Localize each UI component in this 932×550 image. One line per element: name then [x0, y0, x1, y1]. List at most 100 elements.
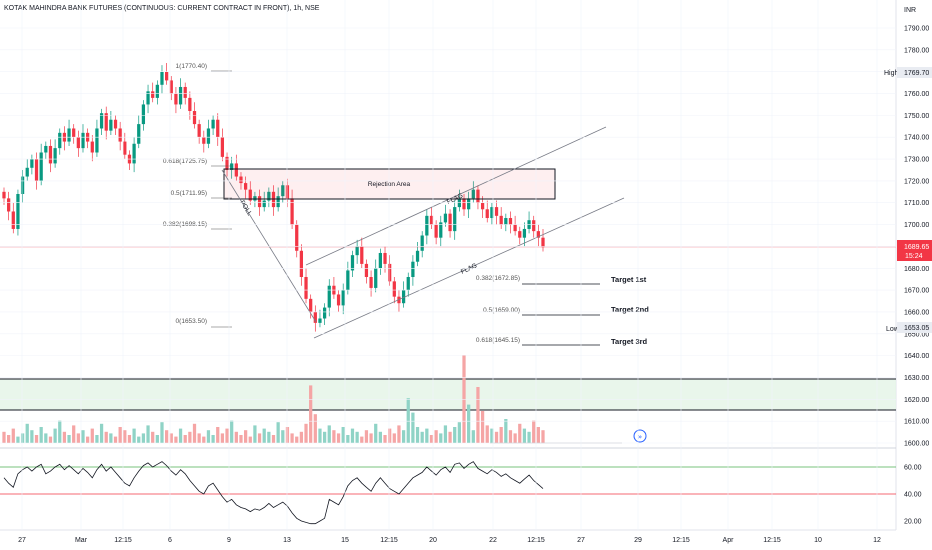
volume-bar [183, 435, 187, 443]
time-axis-ticks: 27 Mar 12:15 6 9 13 15 12:15 20 22 12:15 27 29 12:15 A… [18, 0, 881, 544]
price-tick-label: 1600.00 [904, 441, 929, 448]
rsi-axis-ticks: 60.00 40.00 20.00 [904, 465, 922, 526]
candle-body [34, 159, 39, 181]
time-tick-label: 15 [341, 537, 349, 544]
price-axis-ticks: 1790.001780.001770.001760.001750.001740.… [0, 26, 929, 448]
volume-bar [364, 430, 369, 443]
candle-body [262, 200, 266, 208]
fib-retracement: 1(1770.40) 0.618(1725.75) 0.5(1711.95) 0… [163, 63, 232, 328]
volume-bar [281, 430, 285, 443]
candle-body [490, 207, 494, 219]
price-tick-label: 1780.00 [904, 47, 929, 54]
rsi-line [3, 461, 544, 525]
candle-body [383, 252, 387, 264]
time-tick-label: 12:15 [380, 537, 398, 544]
svg-text:»: » [638, 433, 642, 441]
last-price-countdown: 15:24 [905, 253, 923, 260]
volume-bar [313, 414, 317, 443]
candle-body [453, 207, 457, 232]
price-tick-label: 1760.00 [904, 91, 929, 98]
high-value: 1769.70 [904, 70, 929, 77]
time-tick-label: 12 [873, 537, 881, 544]
volume-bar [67, 435, 71, 443]
volume-bar [7, 435, 11, 443]
price-tick-label: 1640.00 [904, 353, 929, 360]
volume-bar [206, 430, 211, 443]
candle-body [192, 111, 197, 125]
volume-bar [504, 419, 508, 443]
volume-bar [243, 430, 248, 443]
candle-body [309, 298, 313, 312]
volume-bar [118, 427, 122, 443]
pole-label: POLL [238, 199, 253, 217]
time-tick-label: Apr [723, 537, 735, 544]
last-price-tag [897, 240, 932, 261]
candle-body [178, 86, 183, 105]
candle-body [230, 163, 234, 170]
candle-body [290, 198, 294, 225]
volume-bar [471, 430, 475, 443]
candle-body [155, 84, 159, 98]
candle-body [499, 215, 503, 225]
volume-bar [429, 435, 434, 443]
candle-body [20, 176, 25, 194]
candle-body [532, 220, 536, 232]
candle-body [99, 113, 104, 129]
candle-body [471, 189, 475, 199]
candle-body [132, 143, 136, 164]
volume-bar [467, 404, 471, 443]
candle-body [448, 213, 452, 232]
volume-bar [230, 420, 234, 443]
volume-bar [20, 433, 25, 443]
fib-ext-label: 0.5(1659.00) [483, 307, 520, 314]
price-tick-label: 1650.00 [904, 331, 929, 338]
time-tick-label: 9 [227, 537, 231, 544]
volume-bar [141, 433, 146, 443]
rsi-tick-label: 20.00 [904, 519, 922, 526]
volume-bar [160, 422, 164, 443]
volume-bar [406, 398, 410, 443]
last-price-value: 1689.65 [904, 244, 929, 251]
time-tick-label: 12:15 [114, 537, 132, 544]
candle-body [30, 159, 34, 168]
candle-body [113, 119, 118, 129]
price-tick-label: 1720.00 [904, 178, 929, 185]
candle-body [225, 156, 229, 170]
volume-bar [485, 425, 489, 443]
candle-body [174, 93, 178, 105]
candle-body [522, 228, 527, 238]
candle-body [378, 252, 382, 269]
volume-bar [392, 433, 396, 443]
time-tick-label: 10 [814, 537, 822, 544]
price-tick-label: 1610.00 [904, 419, 929, 426]
candle-body [25, 167, 29, 177]
candle-body [425, 215, 429, 236]
go-to-realtime-icon[interactable]: » [633, 429, 647, 443]
time-tick-label: 12:15 [672, 537, 690, 544]
candle-body [169, 80, 173, 94]
candle-body [322, 307, 327, 319]
candle-body [95, 128, 99, 153]
candle-body [476, 189, 480, 203]
candle-body [257, 196, 262, 208]
volume-bar [72, 425, 76, 443]
volume-bar [197, 433, 201, 443]
volume-bar [346, 435, 350, 443]
candle-body [141, 104, 146, 125]
volume-bar [290, 433, 294, 443]
target-2-label: Target 2nd [611, 305, 649, 314]
volume-bar [53, 428, 57, 443]
candle-body [202, 137, 206, 144]
volume-bar [341, 427, 345, 443]
rsi-tick-label: 60.00 [904, 465, 922, 472]
candle-body [81, 132, 85, 149]
candle-body [53, 148, 57, 164]
candle-body [16, 194, 20, 229]
low-tag [897, 322, 932, 333]
rejection-area [223, 168, 556, 200]
volume-bar [383, 435, 387, 443]
candle-body [160, 71, 164, 85]
volume-bar [113, 436, 118, 443]
volume-bar [211, 435, 215, 443]
